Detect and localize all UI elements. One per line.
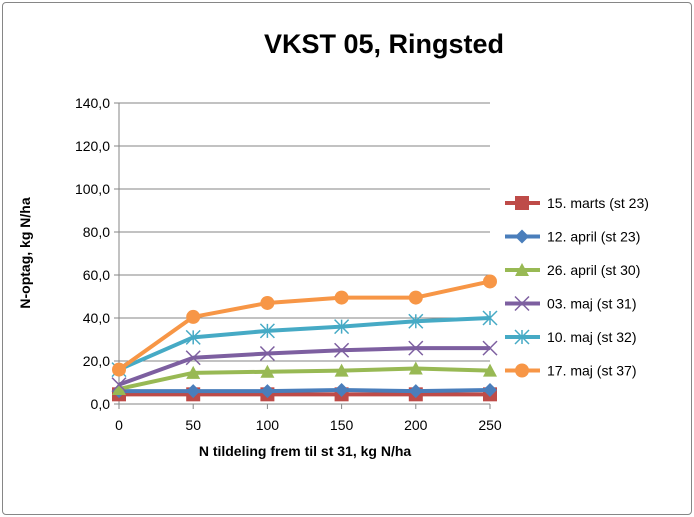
y-tick-label: 80,0 <box>83 224 110 240</box>
legend-label: 15. marts (st 23) <box>547 195 649 211</box>
x-marker <box>334 342 350 358</box>
y-tick-label: 100,0 <box>75 181 110 197</box>
circle-marker <box>483 274 497 289</box>
x-axis-label: N tildeling frem til st 31, kg N/ha <box>199 443 412 459</box>
circle-marker <box>186 309 201 324</box>
x-marker <box>185 350 201 366</box>
x-marker <box>482 340 498 356</box>
y-tick-label: 140,0 <box>75 95 110 111</box>
triangle-marker <box>334 363 349 377</box>
x-marker <box>259 345 275 362</box>
circle-marker <box>408 290 423 305</box>
legend-item: 03. maj (st 31) <box>505 296 636 312</box>
diamond-marker <box>515 229 529 244</box>
diamond-marker <box>186 384 201 399</box>
legend-item: 17. maj (st 37) <box>505 363 636 379</box>
triangle-marker <box>260 364 275 378</box>
star-marker <box>334 319 350 335</box>
y-tick-label: 40,0 <box>83 310 110 326</box>
series-line <box>117 279 491 372</box>
legend-item: 12. april (st 23) <box>505 229 640 245</box>
legend-label: 17. maj (st 37) <box>547 363 636 379</box>
x-tick-label: 50 <box>185 417 201 433</box>
series-2 <box>112 361 497 395</box>
star-marker <box>185 329 201 345</box>
diamond-marker <box>408 384 423 399</box>
y-tick-label: 120,0 <box>75 138 110 154</box>
diamond-marker <box>260 384 275 399</box>
triangle-marker <box>186 365 201 379</box>
star-marker <box>514 329 530 345</box>
x-tick-label: 0 <box>115 417 123 433</box>
circle-marker <box>112 362 126 377</box>
legend-label: 26. april (st 30) <box>547 262 640 278</box>
star-marker <box>259 323 275 339</box>
x-tick-label: 100 <box>256 417 280 433</box>
legend-item: 10. maj (st 32) <box>505 329 636 345</box>
circle-marker <box>334 290 349 305</box>
legend-item: 15. marts (st 23) <box>505 195 649 211</box>
diamond-marker <box>334 383 349 398</box>
star-marker <box>408 313 424 329</box>
circle-marker <box>260 295 275 310</box>
x-tick-label: 250 <box>478 417 502 433</box>
square-marker <box>515 196 529 210</box>
y-axis-label: N-optag, kg N/ha <box>17 197 33 308</box>
star-marker <box>482 310 498 326</box>
series-line <box>118 346 490 387</box>
diamond-marker <box>483 383 497 398</box>
series-5 <box>112 274 497 377</box>
y-tick-label: 60,0 <box>83 267 110 283</box>
triangle-marker <box>112 381 126 395</box>
legend-item: 26. april (st 30) <box>505 262 640 278</box>
legend-label: 12. april (st 23) <box>547 229 640 245</box>
y-tick-label: 0,0 <box>91 396 111 412</box>
chart-title: VKST 05, Ringsted <box>264 29 504 59</box>
x-tick-label: 200 <box>404 417 428 433</box>
series-3 <box>111 340 498 393</box>
triangle-marker <box>515 263 529 276</box>
legend-label: 03. maj (st 31) <box>547 296 636 312</box>
circle-marker <box>515 363 529 378</box>
x-marker <box>111 377 127 393</box>
series-line <box>118 316 491 372</box>
x-marker <box>514 295 530 312</box>
y-tick-label: 20,0 <box>83 353 110 369</box>
triangle-marker <box>483 363 497 377</box>
series-line <box>118 366 491 391</box>
x-marker <box>408 340 424 356</box>
triangle-marker <box>408 361 423 375</box>
legend-label: 10. maj (st 32) <box>547 329 636 345</box>
x-tick-label: 150 <box>330 417 354 433</box>
series-line <box>119 388 491 394</box>
